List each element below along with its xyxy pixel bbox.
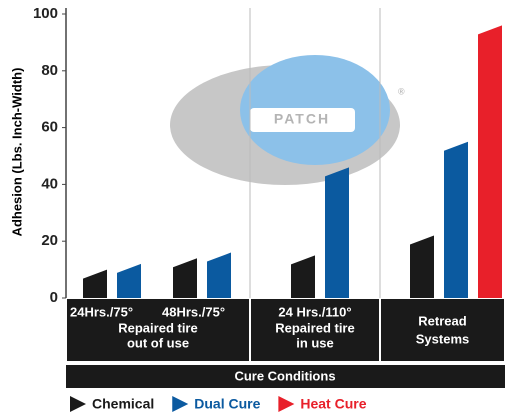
group-label: Retread (418, 313, 466, 328)
watermark-mark: ® (398, 86, 405, 96)
x-axis-label: Cure Conditions (234, 368, 335, 383)
x-tick-label: 24Hrs./75° (70, 304, 133, 319)
bar (444, 141, 468, 298)
legend-label: Heat Cure (300, 396, 366, 412)
legend-label: Chemical (92, 396, 154, 412)
legend-label: Dual Cure (194, 396, 260, 412)
group-label: Systems (416, 331, 469, 346)
bar (478, 25, 502, 299)
category-band (251, 299, 379, 361)
bar (325, 167, 349, 298)
y-tick-label: 60 (41, 119, 58, 136)
category-band (67, 299, 249, 361)
bar (291, 255, 315, 298)
x-tick-label: 48Hrs./75° (162, 304, 225, 319)
x-label-band (66, 365, 505, 388)
group-label: out of use (127, 335, 189, 350)
group-label: in use (296, 335, 334, 350)
watermark-box (250, 108, 355, 132)
watermark-text: PATCH (274, 111, 330, 127)
watermark: PATCH ® (170, 55, 405, 185)
y-axis-label: Adhesion (Lbs. Inch-Width) (9, 68, 24, 237)
y-tick-label: 100 (33, 5, 58, 22)
x-tick-label: 24 Hrs./110° (278, 304, 351, 319)
bar (410, 235, 434, 298)
y-tick-label: 0 (50, 289, 58, 306)
y-tick-label: 80 (41, 62, 58, 79)
y-tick-label: 20 (41, 232, 58, 249)
group-label: Repaired tire (118, 320, 197, 335)
bar (83, 269, 107, 298)
legend-swatch (70, 396, 86, 412)
bar (173, 258, 197, 298)
legend-swatch (278, 396, 295, 412)
legend-swatch (172, 396, 189, 412)
y-tick-label: 40 (41, 175, 58, 192)
bar (117, 263, 141, 298)
group-label: Repaired tire (275, 320, 354, 335)
bar (207, 252, 231, 298)
category-band (381, 299, 504, 361)
